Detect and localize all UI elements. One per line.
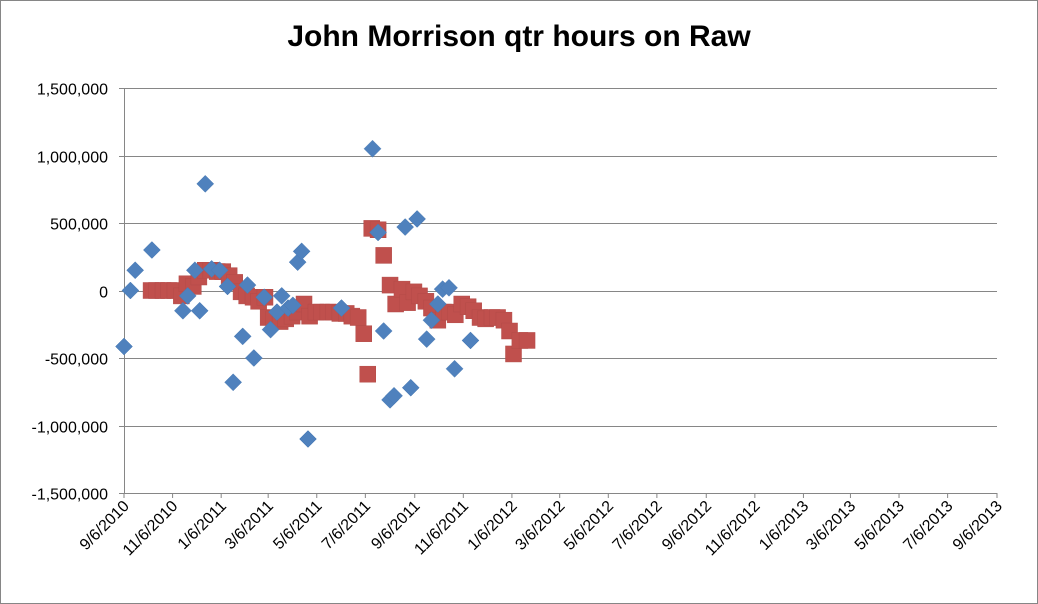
x-tick-label: 7/6/2013 xyxy=(900,498,956,554)
data-point-diamond xyxy=(363,139,382,158)
data-point-diamond xyxy=(292,242,311,261)
data-point-diamond xyxy=(115,337,133,356)
data-point-square xyxy=(518,332,536,349)
x-tick-label: 7/6/2011 xyxy=(319,498,374,553)
data-point-diamond xyxy=(261,320,280,339)
x-tick-label: 5/6/2011 xyxy=(270,498,325,553)
y-tick-label: 500,000 xyxy=(50,217,108,234)
x-tick-label: 7/6/2012 xyxy=(610,498,666,554)
x-tick-label: 3/6/2013 xyxy=(803,498,859,554)
data-point-diamond xyxy=(396,218,415,236)
x-tick-label: 5/6/2012 xyxy=(561,498,617,554)
data-point-diamond xyxy=(445,359,464,378)
data-point-diamond xyxy=(143,241,161,259)
data-point-diamond xyxy=(244,349,263,367)
data-point-diamond xyxy=(126,261,145,280)
data-point-square xyxy=(359,365,376,383)
x-tick-label: 1/6/2013 xyxy=(756,498,812,554)
data-point-diamond xyxy=(218,277,237,296)
data-point-diamond xyxy=(196,174,215,193)
y-tick-label: 0 xyxy=(99,285,108,302)
data-point-diamond xyxy=(417,330,436,348)
data-point-square xyxy=(375,247,392,264)
x-tick-label: 5/6/2013 xyxy=(852,498,908,554)
x-axis-labels: 9/6/201011/6/20101/6/20113/6/20115/6/201… xyxy=(77,498,1006,560)
data-point-diamond xyxy=(284,296,302,315)
data-point-square xyxy=(349,309,367,326)
data-point-diamond xyxy=(255,288,274,307)
data-point-diamond xyxy=(210,261,229,280)
data-point-diamond xyxy=(174,301,192,320)
data-point-diamond xyxy=(408,210,426,228)
data-point-diamond xyxy=(461,331,480,350)
chart-title: John Morrison qtr hours on Raw xyxy=(287,20,751,53)
data-point-diamond xyxy=(428,295,447,313)
data-point-diamond xyxy=(190,301,209,320)
x-tick-label: 9/6/2013 xyxy=(950,498,1006,554)
data-point-diamond xyxy=(401,378,420,397)
data-point-diamond xyxy=(224,373,242,392)
data-point-diamond xyxy=(369,223,387,242)
y-tick-label: -500,000 xyxy=(45,352,108,369)
data-point-diamond xyxy=(238,276,257,294)
data-point-diamond xyxy=(272,287,291,305)
y-tick-label: 1,000,000 xyxy=(37,150,108,167)
data-point-diamond xyxy=(178,287,197,305)
y-tick-label: 1,500,000 xyxy=(37,82,108,99)
data-points xyxy=(115,139,536,448)
data-point-diamond xyxy=(299,430,317,448)
data-point-diamond xyxy=(374,322,393,340)
data-point-diamond xyxy=(385,386,403,405)
data-point-diamond xyxy=(121,281,140,300)
x-tick-label: 1/6/2011 xyxy=(175,498,230,553)
x-tick-label: 3/6/2011 xyxy=(222,498,277,553)
y-tick-label: -1,000,000 xyxy=(31,420,108,437)
y-axis-labels: 1,500,000 1,000,000 500,000 0 -500,000 -1,000… xyxy=(31,82,108,504)
x-tick-label: 3/6/2012 xyxy=(512,498,568,554)
data-point-diamond xyxy=(332,299,351,317)
x-tick-label: 1/6/2012 xyxy=(465,498,521,554)
gridlines xyxy=(124,88,997,427)
data-point-diamond xyxy=(422,311,441,330)
data-point-diamond xyxy=(233,327,252,346)
data-point-diamond xyxy=(186,261,204,280)
data-point-square xyxy=(355,325,373,342)
y-tick-label: -1,500,000 xyxy=(31,487,108,504)
data-point-diamond xyxy=(440,278,458,297)
